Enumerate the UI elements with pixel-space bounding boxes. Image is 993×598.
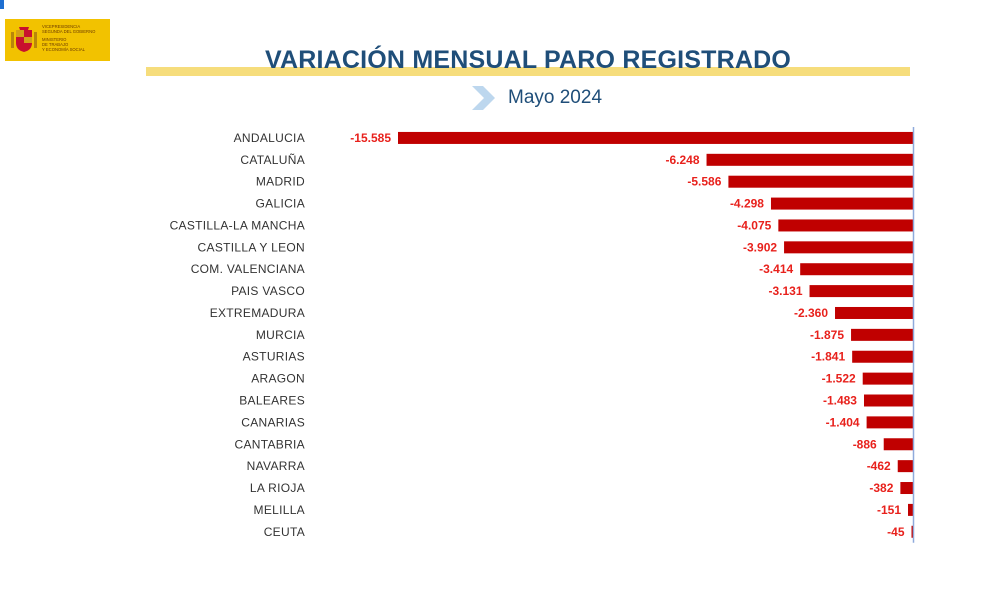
bar xyxy=(800,263,913,276)
logo-line: MINISTERIO xyxy=(42,37,67,42)
value-label: -5.586 xyxy=(687,175,721,189)
category-label: MELILLA xyxy=(254,503,305,517)
category-label: CASTILLA-LA MANCHA xyxy=(170,218,305,232)
value-label: -3.414 xyxy=(759,262,793,276)
category-label: BALEARES xyxy=(239,394,305,408)
category-label: CATALUÑA xyxy=(240,153,305,167)
value-label: -886 xyxy=(853,437,877,451)
bar xyxy=(852,350,913,363)
category-label: CEUTA xyxy=(264,525,305,539)
bar xyxy=(866,416,913,429)
value-label: -15.585 xyxy=(350,131,391,145)
bar xyxy=(809,285,913,298)
category-label: ANDALUCIA xyxy=(234,131,305,145)
page-subtitle: Mayo 2024 xyxy=(508,87,603,108)
title-highlight-band xyxy=(146,67,910,76)
logo-line: SEGUNDA DEL GOBIERNO xyxy=(42,29,96,34)
category-label: PAIS VASCO xyxy=(231,284,305,298)
category-label: ARAGON xyxy=(251,372,305,386)
value-label: -4.298 xyxy=(730,197,764,211)
bar xyxy=(784,241,913,254)
bar xyxy=(900,482,913,495)
value-label: -1.841 xyxy=(811,350,845,364)
value-label: -1.404 xyxy=(826,415,860,429)
category-labels: ANDALUCIA CATALUÑA MADRID GALICIA CASTILLA-L… xyxy=(170,131,305,539)
bar xyxy=(908,503,913,516)
value-label: -462 xyxy=(867,459,891,473)
bar xyxy=(398,131,913,144)
ministry-logo: VICEPRESIDENCIA SEGUNDA DEL GOBIERNO MIN… xyxy=(5,19,110,61)
bar xyxy=(897,460,913,473)
bars xyxy=(398,131,914,538)
chevron-right-icon xyxy=(472,86,495,110)
logo-line: VICEPRESIDENCIA xyxy=(42,24,81,29)
category-label: LA RIOJA xyxy=(250,481,305,495)
value-label: -1.483 xyxy=(823,394,857,408)
bar xyxy=(770,197,913,210)
category-label: CASTILLA Y LEON xyxy=(198,240,305,254)
bar xyxy=(706,153,913,166)
bar xyxy=(863,394,913,407)
category-label: CANARIAS xyxy=(241,415,305,429)
corner-mark xyxy=(0,0,4,9)
bar xyxy=(778,219,913,232)
value-label: -4.075 xyxy=(737,218,771,232)
spain-coat-of-arms-icon xyxy=(11,27,37,52)
value-label: -3.902 xyxy=(743,240,777,254)
value-label: -382 xyxy=(869,481,893,495)
value-label: -151 xyxy=(877,503,901,517)
value-label: -1.522 xyxy=(822,372,856,386)
bar xyxy=(911,525,914,538)
category-label: MURCIA xyxy=(256,328,305,342)
bar xyxy=(728,175,913,188)
value-label: -2.360 xyxy=(794,306,828,320)
category-label: ASTURIAS xyxy=(243,350,305,364)
category-label: GALICIA xyxy=(256,197,305,211)
value-label: -1.875 xyxy=(810,328,844,342)
category-label: MADRID xyxy=(256,175,305,189)
bar xyxy=(835,306,913,319)
category-label: NAVARRA xyxy=(247,459,305,473)
logo-line: Y ECONOMÍA SOCIAL xyxy=(42,47,85,52)
bar xyxy=(851,328,913,341)
category-label: EXTREMADURA xyxy=(210,306,305,320)
logo-text: VICEPRESIDENCIA SEGUNDA DEL GOBIERNO MIN… xyxy=(42,24,108,52)
bar xyxy=(883,438,913,451)
page-title: VARIACIÓN MENSUAL PARO REGISTRADO xyxy=(264,46,792,74)
value-label: -3.131 xyxy=(769,284,803,298)
category-label: CANTABRIA xyxy=(235,437,306,451)
category-label: COM. VALENCIANA xyxy=(191,262,305,276)
value-label: -6.248 xyxy=(666,153,700,167)
value-labels: -15.585 -6.248 -5.586 -4.298 -4.075 -3.902 -3.… xyxy=(350,131,905,539)
bar xyxy=(862,372,913,385)
logo-line: DE TRABAJO xyxy=(42,42,69,47)
value-label: -45 xyxy=(887,525,905,539)
